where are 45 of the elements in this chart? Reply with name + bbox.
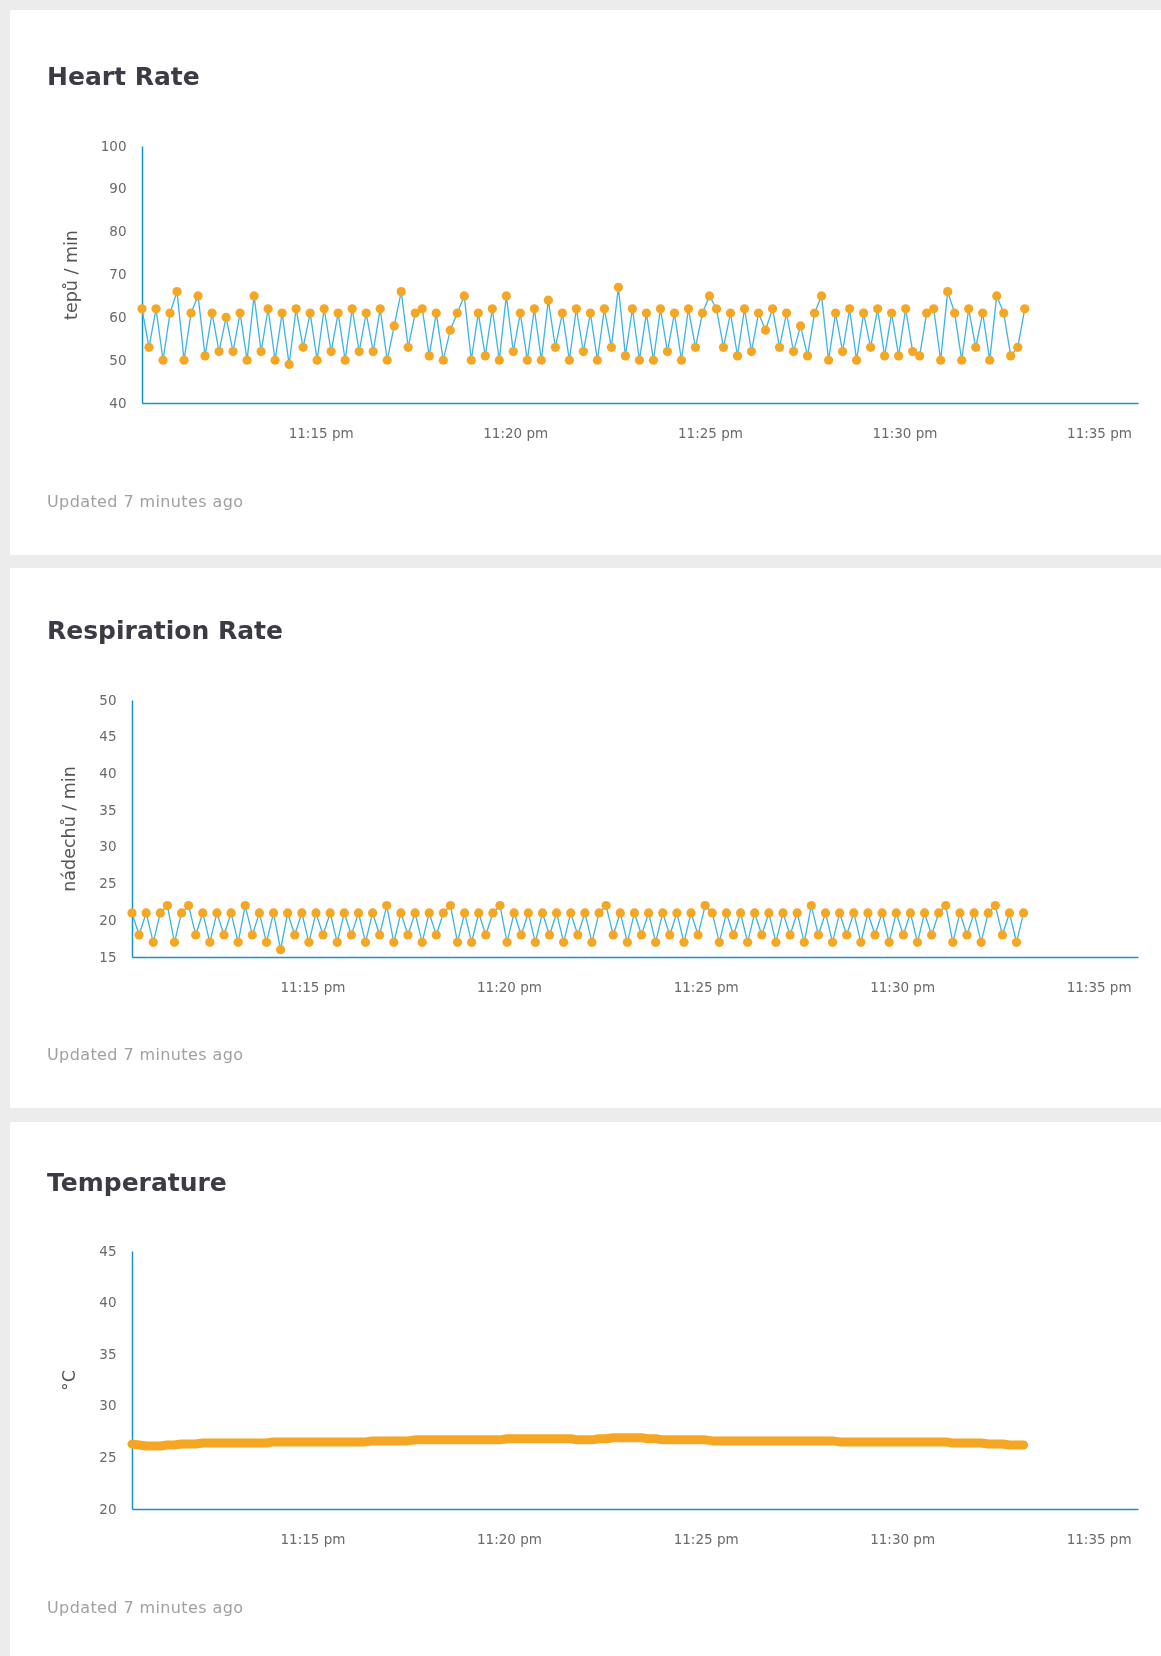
x-tick-label: 11:35 pm xyxy=(1066,1530,1132,1547)
y-tick-label: 35 xyxy=(99,1345,117,1362)
x-tick-label: 11:25 pm xyxy=(673,978,739,995)
x-tick-label: 11:15 pm xyxy=(280,978,346,995)
chart-title: Respiration Rate xyxy=(47,616,283,646)
y-tick-label: 50 xyxy=(99,691,117,708)
y-tick-label: 45 xyxy=(99,1242,117,1259)
y-tick-label: 40 xyxy=(109,394,127,411)
chart-title: Temperature xyxy=(47,1168,227,1198)
text: Updated 7 minutes ago xyxy=(47,1045,244,1065)
y-tick-label: 35 xyxy=(99,801,117,818)
x-tick-label: 11:25 pm xyxy=(673,1530,739,1547)
x-tick-label: 11:15 pm xyxy=(288,424,354,441)
chart-title: Heart Rate xyxy=(47,62,200,92)
x-tick-label: 11:25 pm xyxy=(677,424,743,441)
x-tick-label: 11:35 pm xyxy=(1066,978,1132,995)
x-tick-label: 11:30 pm xyxy=(870,1530,936,1547)
x-tick-label: 11:30 pm xyxy=(870,978,936,995)
y-tick-label: 50 xyxy=(109,351,127,368)
x-tick-label: 11:20 pm xyxy=(476,978,542,995)
y-tick-label: 15 xyxy=(99,948,117,965)
y-tick-label: 100 xyxy=(100,137,127,154)
y-tick-label: 90 xyxy=(109,180,127,197)
text: Updated 7 minutes ago xyxy=(47,492,244,512)
x-tick-label: 11:30 pm xyxy=(872,424,938,441)
text: Updated 7 minutes ago xyxy=(47,1598,244,1618)
y-tick-label: 25 xyxy=(99,1448,117,1465)
x-tick-label: 11:20 pm xyxy=(476,1530,542,1547)
y-tick-label: 25 xyxy=(99,875,117,892)
y-tick-label: 20 xyxy=(99,911,117,928)
y-tick-label: 70 xyxy=(109,266,127,282)
y-axis-title: tepů / min xyxy=(60,230,81,320)
x-tick-label: 11:15 pm xyxy=(280,1530,346,1547)
y-tick-label: 60 xyxy=(109,308,127,325)
y-tick-label: 80 xyxy=(109,223,127,240)
y-tick-label: 30 xyxy=(99,838,117,855)
y-tick-label: 40 xyxy=(99,1294,117,1311)
y-tick-label: 45 xyxy=(99,728,117,745)
x-tick-label: 11:20 pm xyxy=(483,424,549,441)
y-tick-label: 30 xyxy=(99,1397,117,1414)
y-tick-label: 20 xyxy=(99,1500,117,1517)
y-tick-label: 40 xyxy=(99,764,117,781)
x-tick-label: 11:35 pm xyxy=(1067,424,1132,441)
y-axis-title: nádechů / min xyxy=(59,766,80,892)
y-axis-title: °C xyxy=(59,1370,80,1391)
